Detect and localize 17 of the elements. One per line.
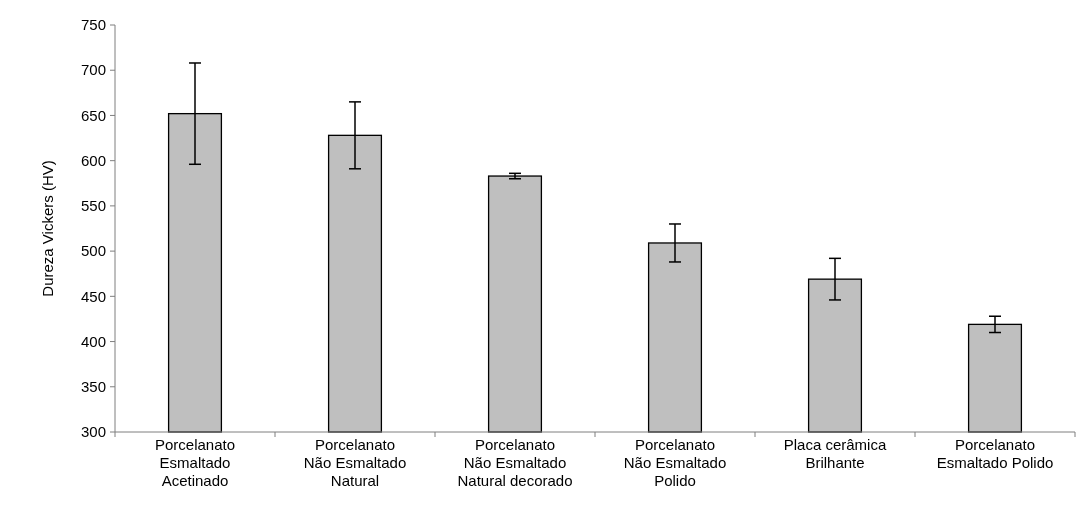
x-tick-label: Porcelanato Não Esmaltado Polido [623,436,727,489]
y-tick-label: 700 [80,61,106,79]
x-tick-label: Placa cerâmica Brilhante [783,436,887,471]
x-tick-label: Porcelanato Não Esmaltado Natural decorado [457,436,573,489]
y-tick-label: 550 [80,197,106,215]
y-tick-label: 300 [80,423,106,441]
y-tick-label: 500 [80,242,106,260]
y-tick-label: 650 [80,106,106,124]
y-tick-label: 400 [80,332,106,350]
y-tick-label: 450 [80,287,106,305]
x-tick-label: Porcelanato Não Esmaltado Natural [303,436,407,489]
y-axis-title: Dureza Vickers (HV) [39,160,56,297]
y-tick-label: 600 [80,151,106,169]
y-tick-label: 750 [80,16,106,34]
y-tick-label: 350 [80,378,106,396]
x-tick-label: Porcelanato Esmaltado Polido [936,436,1054,471]
x-tick-label: Porcelanato Esmaltado Acetinado [154,436,236,489]
